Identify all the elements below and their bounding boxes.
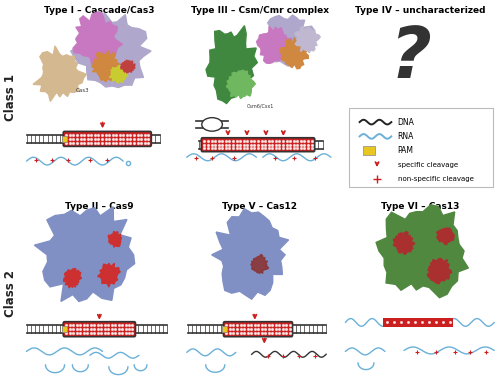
Bar xyxy=(384,318,453,327)
Ellipse shape xyxy=(202,118,222,131)
Text: Type IV – uncharacterized: Type IV – uncharacterized xyxy=(354,5,485,15)
Text: non-specific cleavage: non-specific cleavage xyxy=(398,176,473,182)
Polygon shape xyxy=(64,268,82,288)
Text: specific cleavage: specific cleavage xyxy=(398,162,458,168)
Text: Type II – Cas9: Type II – Cas9 xyxy=(65,202,134,211)
Polygon shape xyxy=(98,263,120,287)
Text: Class 2: Class 2 xyxy=(4,270,17,317)
Text: PAM: PAM xyxy=(398,146,413,155)
Text: DNA: DNA xyxy=(398,118,414,127)
Text: Type III – Csm/Cmr complex: Type III – Csm/Cmr complex xyxy=(190,5,328,15)
Bar xyxy=(62,326,67,332)
Polygon shape xyxy=(206,26,258,103)
FancyBboxPatch shape xyxy=(64,322,136,337)
Polygon shape xyxy=(393,232,415,254)
Polygon shape xyxy=(92,51,120,82)
Polygon shape xyxy=(71,12,151,87)
FancyBboxPatch shape xyxy=(350,108,494,187)
Text: Type I – Cascade/Cas3: Type I – Cascade/Cas3 xyxy=(44,5,154,15)
Text: Type VI – Cas13: Type VI – Cas13 xyxy=(380,202,459,211)
Polygon shape xyxy=(34,207,134,301)
Polygon shape xyxy=(262,15,316,66)
FancyBboxPatch shape xyxy=(64,131,152,146)
Polygon shape xyxy=(33,46,86,102)
Text: Csm6/Csx1: Csm6/Csx1 xyxy=(247,103,274,108)
Polygon shape xyxy=(73,12,122,64)
FancyBboxPatch shape xyxy=(224,322,292,337)
Polygon shape xyxy=(295,27,320,53)
Text: Class 1: Class 1 xyxy=(4,74,17,121)
Bar xyxy=(363,147,376,155)
Polygon shape xyxy=(427,258,452,284)
Polygon shape xyxy=(436,228,454,245)
Bar xyxy=(62,136,67,142)
Polygon shape xyxy=(280,38,308,69)
Polygon shape xyxy=(121,60,135,73)
Polygon shape xyxy=(108,231,122,247)
Polygon shape xyxy=(212,209,288,299)
Polygon shape xyxy=(256,26,292,64)
Text: Cas3: Cas3 xyxy=(76,87,89,93)
Polygon shape xyxy=(110,66,128,83)
Text: RNA: RNA xyxy=(398,132,414,141)
Bar xyxy=(222,326,227,332)
Polygon shape xyxy=(226,70,256,99)
FancyBboxPatch shape xyxy=(202,138,314,152)
Text: Type V – Cas12: Type V – Cas12 xyxy=(222,202,297,211)
Polygon shape xyxy=(251,254,268,274)
Polygon shape xyxy=(376,205,468,298)
Text: ?: ? xyxy=(390,24,431,93)
